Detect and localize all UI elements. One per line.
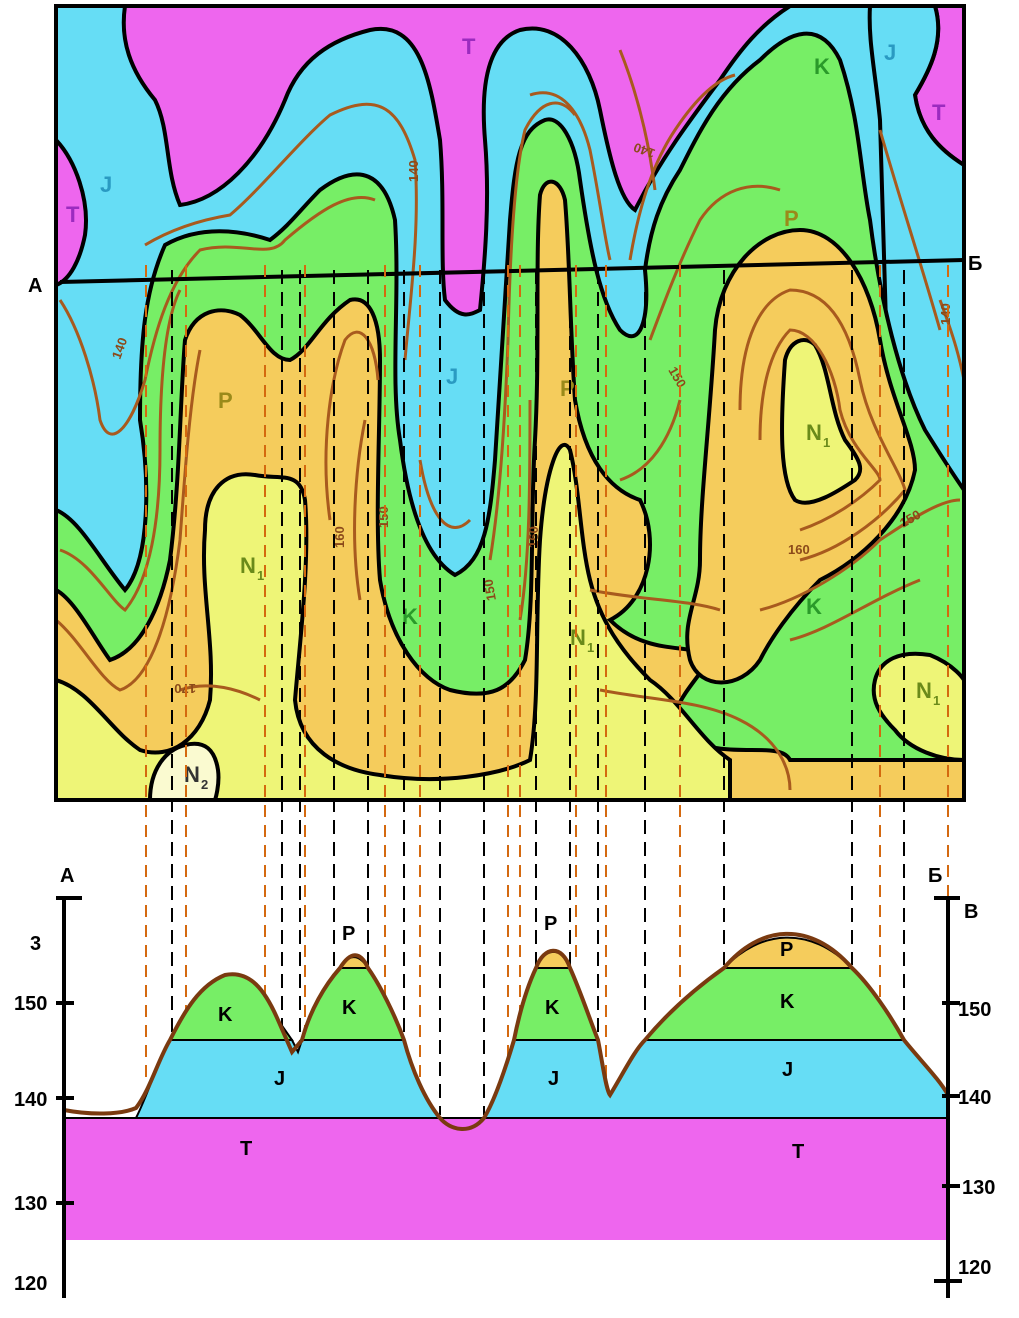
svg-text:N: N [240, 553, 256, 578]
label-N1-southeast: N 1 [916, 678, 940, 708]
left-scale-title: 3 [30, 933, 41, 955]
section-label-J: J [274, 1068, 285, 1090]
section-label-K: K [342, 997, 357, 1019]
label-N1-east: N 1 [806, 420, 830, 450]
topographic-profile [63, 931, 950, 1131]
label-J-west: J [100, 172, 112, 197]
label-K-east: K [806, 594, 822, 619]
left-tick-130: 130 [14, 1193, 47, 1215]
right-tick-130: 130 [962, 1177, 995, 1199]
section-line-a-b [59, 258, 964, 284]
contour-label: 140 [938, 303, 953, 325]
map-unit-neogene-n1-west [56, 442, 732, 800]
left-tick-140: 140 [14, 1089, 47, 1111]
map-unit-neogene-n2 [147, 741, 221, 800]
label-N2: N 2 [184, 762, 208, 792]
section-label-T: T [240, 1138, 252, 1160]
section-layer-labels: K K K K J J J T T P P P [218, 913, 804, 1163]
contour-label: 150 [480, 578, 499, 602]
right-tick-140: 140 [958, 1087, 991, 1109]
label-N1-center: N 1 [570, 625, 594, 655]
label-T-west: T [66, 202, 80, 227]
contour-label: 160 [788, 542, 810, 557]
right-tick-120: 120 [958, 1257, 991, 1279]
svg-text:N: N [806, 420, 822, 445]
contour-label: 150 [376, 506, 391, 528]
svg-text:1: 1 [823, 435, 830, 450]
section-layer-cretaceous-4 [642, 967, 906, 1041]
left-tick-120: 120 [14, 1273, 47, 1295]
svg-text:N: N [916, 678, 932, 703]
label-J-center: J [446, 364, 458, 389]
label-N1-west: N 1 [240, 553, 264, 583]
map-frame [54, 4, 966, 802]
section-label-P: P [780, 939, 793, 961]
section-label-P: P [342, 923, 355, 945]
left-tick-150: 150 [14, 993, 47, 1015]
svg-text:N: N [570, 625, 586, 650]
map-unit-triassic-left [56, 137, 88, 288]
map-unit-labels: T T T J J J K K K P P P N 1 N 1 N 1 [28, 34, 982, 792]
section-right-label-b: В [964, 901, 978, 923]
contour-label: 140 [406, 160, 421, 182]
svg-text:1: 1 [933, 693, 940, 708]
section-layer-triassic [64, 1118, 948, 1240]
svg-text:N: N [184, 762, 200, 787]
section-label-J: J [782, 1059, 793, 1081]
contour-label: 140 [109, 336, 131, 362]
svg-text:1: 1 [587, 640, 594, 655]
right-vertical-scale [934, 896, 962, 1298]
label-P-center: P [560, 376, 575, 401]
label-P-east: P [784, 206, 799, 231]
label-J-northeast: J [884, 40, 896, 65]
contour-label: 140 [632, 140, 658, 162]
section-label-P: P [544, 913, 557, 935]
section-layer-jurassic [134, 1039, 443, 1119]
label-K-center: K [402, 604, 418, 629]
section-label-K: K [780, 991, 795, 1013]
map-section-start-label: А [28, 275, 42, 297]
section-right-label: Б [928, 865, 942, 887]
right-tick-150: 150 [958, 999, 991, 1021]
label-T-north: T [462, 34, 476, 59]
contour-label: 160 [526, 526, 541, 548]
section-label-K: K [218, 1004, 233, 1026]
section-label-K: K [545, 997, 560, 1019]
section-label-J: J [548, 1068, 559, 1090]
label-P-west: P [218, 388, 233, 413]
left-vertical-scale [56, 896, 82, 1298]
cross-section: А 3 150 140 130 120 Б В 150 140 130 120 … [14, 865, 995, 1298]
label-T-east: T [932, 100, 946, 125]
svg-text:2: 2 [201, 777, 208, 792]
map-section-end-label: Б [968, 253, 982, 275]
svg-text:1: 1 [257, 568, 264, 583]
section-left-label: А [60, 865, 74, 887]
section-label-T: T [792, 1141, 804, 1163]
label-K-northeast: K [814, 54, 830, 79]
contour-label: 160 [332, 526, 347, 548]
